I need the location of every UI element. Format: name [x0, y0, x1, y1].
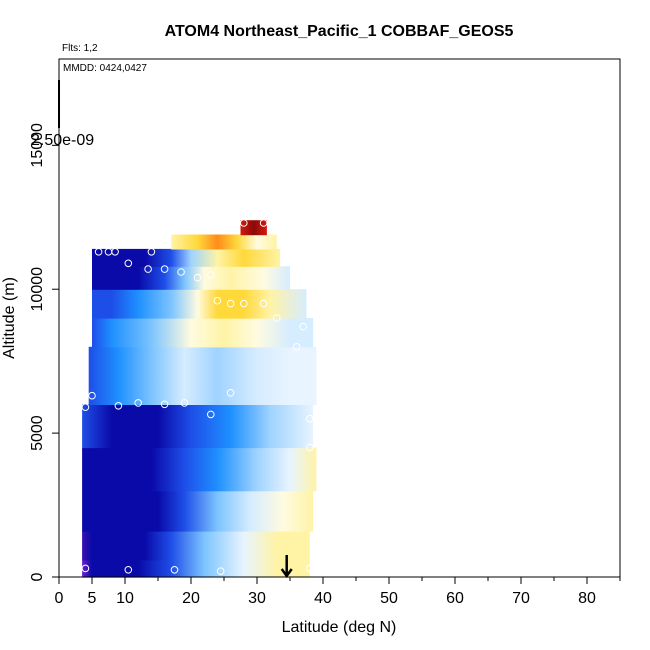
sample-point	[216, 567, 225, 576]
colorbar-value-label: 2.50e-09	[31, 132, 94, 149]
sample-point	[160, 400, 169, 409]
sample-point	[124, 259, 133, 268]
x-tick-label: 5	[88, 590, 97, 607]
heatmap-layer	[82, 490, 314, 532]
sample-point	[114, 402, 123, 410]
sample-point	[134, 399, 142, 407]
heatmap-layer	[82, 559, 310, 578]
heatmap-layer	[92, 318, 314, 348]
x-tick-label: 30	[248, 590, 266, 607]
sample-point	[292, 343, 301, 351]
heatmap-layer	[240, 220, 267, 236]
heatmap-layer	[82, 404, 314, 449]
sample-point	[180, 399, 189, 407]
y-axis-label: Altitude (m)	[1, 277, 18, 359]
sample-point	[111, 248, 119, 256]
sample-point	[207, 410, 215, 419]
sample-point	[81, 403, 90, 412]
heatmap-layer	[92, 248, 281, 267]
sample-point	[88, 391, 96, 400]
y-axis: 0 5000 10000 15000	[29, 123, 59, 581]
heatmap-layer	[82, 447, 317, 492]
y-tick-label: 0	[29, 572, 46, 581]
heatmap-layer	[82, 531, 310, 561]
y-tick-label: 5000	[29, 415, 46, 451]
x-axis: 0 5 10 20 30 40 50 60 70 80	[55, 577, 621, 607]
x-tick-label: 40	[314, 590, 332, 607]
sample-point	[213, 296, 222, 305]
sample-point	[306, 564, 314, 573]
chart-title: ATOM4 Northeast_Pacific_1 COBBAF_GEOS5	[165, 23, 514, 40]
heatmap-layer	[171, 234, 277, 250]
sample-point	[170, 566, 179, 574]
x-tick-label: 70	[512, 590, 530, 607]
sample-point	[207, 271, 215, 279]
sample-point	[193, 273, 202, 282]
sample-point	[160, 265, 169, 273]
marker-arrow-head	[280, 568, 293, 579]
x-tick-label: 0	[55, 590, 64, 607]
y-tick-label: 10000	[29, 267, 46, 312]
sample-points	[81, 219, 314, 576]
latitude-marker-arrow	[280, 555, 293, 579]
x-tick-label: 80	[578, 590, 596, 607]
x-tick-label: 60	[446, 590, 464, 607]
sample-point	[144, 265, 152, 273]
sample-point	[240, 299, 248, 308]
x-tick-label: 50	[380, 590, 398, 607]
plot-frame	[58, 58, 621, 578]
dates-annotation: MMDD: 0424,0427	[63, 63, 147, 74]
sample-point	[273, 314, 281, 322]
sample-point	[306, 443, 314, 452]
sample-point	[226, 299, 235, 308]
sample-point	[299, 322, 308, 331]
sample-point	[124, 566, 133, 574]
sample-point	[259, 219, 268, 227]
heatmap-layer	[92, 289, 307, 319]
sample-point	[259, 299, 268, 308]
sample-point	[94, 248, 103, 256]
sample-point	[81, 564, 90, 573]
sample-point	[177, 268, 185, 276]
x-axis-label: Latitude (deg N)	[282, 619, 397, 636]
sample-point	[147, 248, 156, 256]
y-tick-label: 15000	[29, 123, 46, 168]
sample-point	[306, 414, 314, 423]
x-tick-label: 20	[182, 590, 200, 607]
sample-point	[240, 219, 248, 227]
x-tick-label: 10	[116, 590, 134, 607]
heatmap	[82, 220, 317, 578]
heatmap-layer	[92, 266, 290, 290]
sample-point	[226, 389, 235, 397]
flights-annotation: Flts: 1,2	[62, 43, 98, 54]
heatmap-layer	[88, 346, 317, 405]
